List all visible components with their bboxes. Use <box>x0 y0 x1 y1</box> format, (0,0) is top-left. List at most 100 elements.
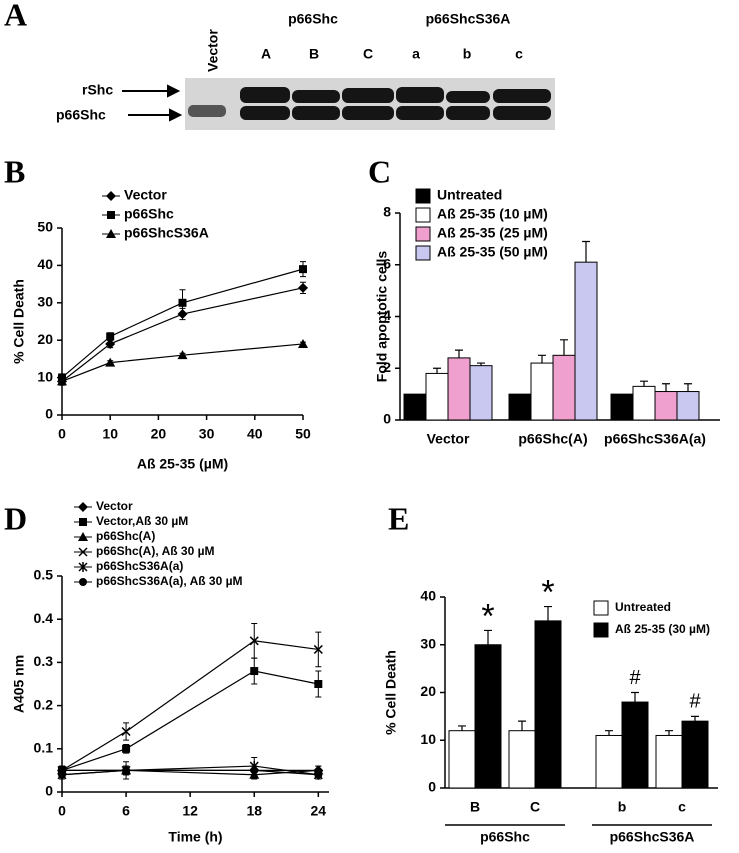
marker <box>250 667 259 676</box>
marker <box>106 332 115 341</box>
marker-shape <box>57 376 67 386</box>
annotation: # <box>689 691 701 713</box>
group-label: p66Shc <box>480 829 530 845</box>
bar <box>469 365 493 421</box>
annotation: # <box>629 667 641 689</box>
marker <box>57 376 67 386</box>
marker <box>79 578 87 586</box>
y-axis-label: % Cell Death <box>11 279 27 364</box>
error-bar <box>560 339 568 356</box>
y-tick-label: 10 <box>420 731 436 747</box>
y-tick-label: 40 <box>37 256 53 272</box>
marker <box>106 191 116 201</box>
annotation: * <box>481 597 494 635</box>
marker-shape <box>121 726 131 737</box>
marker-shape <box>79 578 87 586</box>
x-tick-label: 0 <box>58 803 66 819</box>
bar <box>655 734 683 789</box>
bar <box>632 385 656 421</box>
y-tick-label: 0.4 <box>34 610 54 626</box>
marker-shape <box>79 518 87 526</box>
bar <box>448 730 476 789</box>
marker <box>78 547 88 557</box>
marker-shape <box>298 282 308 293</box>
legend-swatch <box>593 600 609 616</box>
bar <box>610 393 634 421</box>
lane-label: a <box>412 46 420 62</box>
x-tick-label: C <box>530 799 540 815</box>
bar <box>654 391 678 421</box>
panel-label: D <box>4 500 27 536</box>
legend-label: Aß 25-35 (50 µM) <box>437 244 548 260</box>
lane-label: b <box>463 46 472 62</box>
y-tick-label: 0.1 <box>34 740 54 756</box>
x-tick-label: 20 <box>151 426 167 442</box>
x-tick-label: Vector <box>427 431 470 447</box>
marker-shape <box>106 191 116 201</box>
bar <box>508 730 536 789</box>
lane-label: B <box>309 46 319 62</box>
y-tick-label: 20 <box>37 331 53 347</box>
series-line <box>61 670 319 771</box>
y-tick-label: 4 <box>383 307 391 323</box>
marker <box>299 265 307 274</box>
panel-label: B <box>4 153 25 189</box>
y-tick-label: 0 <box>45 406 53 422</box>
marker <box>105 338 116 349</box>
error-bar <box>640 380 648 387</box>
marker <box>58 770 66 779</box>
marker-shape <box>314 770 323 779</box>
marker-shape <box>78 502 88 512</box>
error-bar <box>518 720 526 731</box>
legend-swatch <box>593 622 609 638</box>
marker-shape <box>313 644 323 654</box>
bar <box>595 734 623 789</box>
error-bar <box>684 383 692 392</box>
legend-label: p66Shc(A), Aß 30 µM <box>96 544 215 558</box>
y-tick-label: 10 <box>37 368 53 384</box>
marker-shape <box>177 350 188 360</box>
marker <box>106 229 116 238</box>
y-tick-label: 8 <box>383 204 391 220</box>
bar <box>425 372 449 421</box>
marker-shape <box>107 211 115 219</box>
blot-image <box>185 78 555 130</box>
x-tick-label: 24 <box>311 803 327 819</box>
y-tick-label: 30 <box>420 635 436 651</box>
error-bar <box>433 367 441 374</box>
marker <box>122 744 131 753</box>
x-tick-label: 50 <box>295 426 311 442</box>
bar <box>447 357 471 421</box>
error-bar <box>582 240 590 263</box>
x-tick-label: 18 <box>246 803 262 819</box>
marker-shape <box>250 667 259 676</box>
x-tick-label: 40 <box>247 426 263 442</box>
bar <box>621 701 649 789</box>
blot-label: p66Shc <box>288 11 338 27</box>
y-tick-label: 0 <box>45 783 53 799</box>
marker <box>298 282 308 293</box>
marker <box>78 562 88 572</box>
y-axis-label: A405 nm <box>11 655 27 713</box>
legend-label: Vector <box>124 187 167 203</box>
band-label: p66Shc <box>56 107 106 123</box>
bar <box>681 720 709 789</box>
marker <box>79 518 87 526</box>
x-tick-label: 10 <box>102 426 118 442</box>
marker <box>250 766 259 775</box>
marker <box>314 770 323 779</box>
legend-label: Untreated <box>615 600 671 614</box>
band-label: rShc <box>82 82 113 98</box>
x-tick-label: c <box>678 799 686 815</box>
marker <box>313 644 323 654</box>
error-bar <box>605 730 613 736</box>
x-tick-label: 30 <box>199 426 215 442</box>
x-tick-label: p66ShcS36A(a) <box>604 431 706 447</box>
legend-swatch <box>415 226 431 242</box>
legend-label: Vector <box>96 499 133 513</box>
y-tick-label: 0.2 <box>34 696 54 712</box>
lane-label: A <box>261 46 271 62</box>
marker-shape <box>314 680 323 688</box>
group-label: p66ShcS36A <box>610 829 695 845</box>
